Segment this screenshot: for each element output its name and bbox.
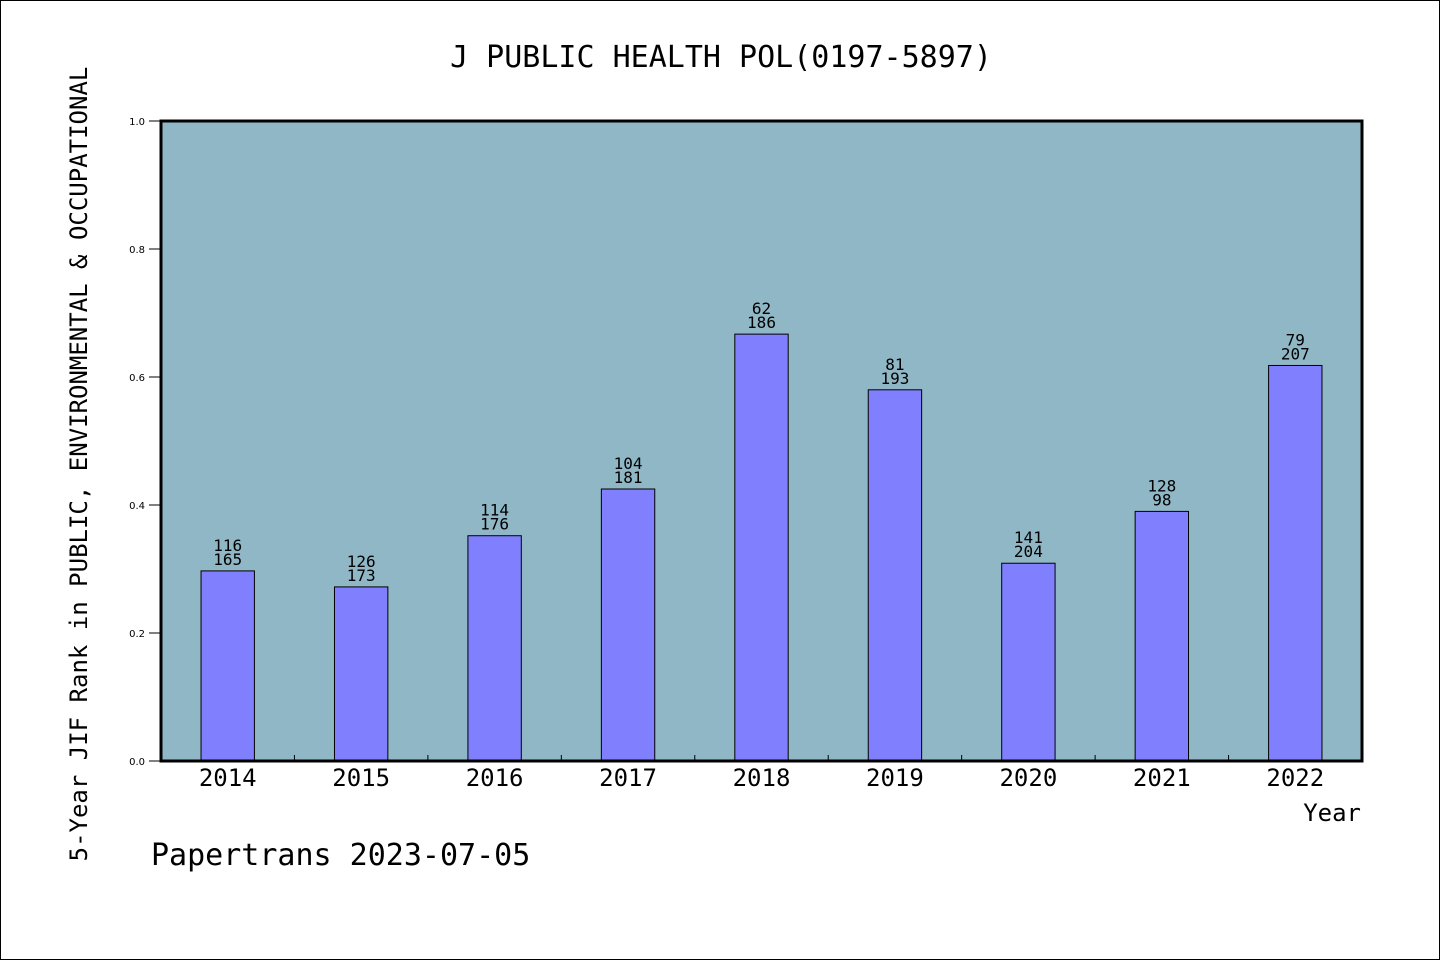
bar-2015 (333, 586, 389, 762)
x-tick-label: 2016 (466, 764, 524, 792)
x-tick-label: 2019 (866, 764, 924, 792)
plot-border (159, 119, 1364, 763)
x-tick-label: 2020 (999, 764, 1057, 792)
footer-credit: Papertrans 2023-07-05 (151, 838, 530, 873)
data-label-total: 204 (1014, 542, 1043, 561)
y-axis: 0.0 0.2 0.4 0.6 0.8 1.0 (129, 117, 161, 768)
chart-title: J PUBLIC HEALTH POL(0197-5897) (450, 40, 992, 75)
data-label-rank: 126 (347, 552, 376, 571)
x-axis-label: Year (1303, 799, 1361, 827)
y-tick-label: 0.2 (129, 629, 145, 640)
y-axis-label: 5-Year JIF Rank in PUBLIC, ENVIRONMENTAL… (65, 67, 93, 862)
data-label-total: 186 (747, 313, 776, 332)
bar-2020 (1001, 562, 1056, 762)
bar-2019 (867, 389, 923, 762)
data-label-rank: 62 (752, 299, 771, 318)
bar-2017 (600, 488, 656, 762)
data-label-rank: 116 (213, 536, 242, 555)
x-tick-label: 2015 (332, 764, 390, 792)
bars-group (200, 333, 1323, 762)
data-label-rank: 141 (1014, 528, 1043, 547)
data-label-total: 173 (347, 566, 376, 585)
data-label-rank: 81 (885, 355, 904, 374)
data-label-rank: 128 (1147, 476, 1176, 495)
y-tick-label: 0.6 (129, 373, 145, 384)
y-tick-label: 0.0 (129, 757, 145, 768)
y-tick-label: 0.8 (129, 245, 145, 256)
data-label-total: 207 (1281, 344, 1310, 363)
data-label-rank: 104 (614, 454, 643, 473)
data-label-total: 176 (480, 515, 509, 534)
x-tick-label: 2017 (599, 764, 657, 792)
x-tick-label: 2018 (733, 764, 791, 792)
x-tick-label: 2021 (1133, 764, 1191, 792)
data-label-rank: 79 (1286, 330, 1305, 349)
data-label-rank: 114 (480, 501, 509, 520)
y-tick-label: 0.4 (129, 501, 145, 512)
x-axis: 2014 2015 2016 2017 2018 2019 2020 2021 2022 (199, 755, 1324, 792)
bar-2022 (1268, 364, 1323, 762)
x-tick-label: 2022 (1266, 764, 1324, 792)
data-label-total: 98 (1152, 490, 1171, 509)
x-tick-label: 2014 (199, 764, 257, 792)
data-label-total: 165 (213, 550, 242, 569)
data-label-total: 181 (614, 468, 643, 487)
bar-2018 (734, 333, 789, 762)
data-label-total: 193 (880, 369, 909, 388)
bar-2021 (1134, 510, 1190, 762)
bar-2014 (200, 570, 255, 762)
bar-2016 (467, 535, 522, 762)
y-tick-label: 1.0 (129, 117, 145, 128)
